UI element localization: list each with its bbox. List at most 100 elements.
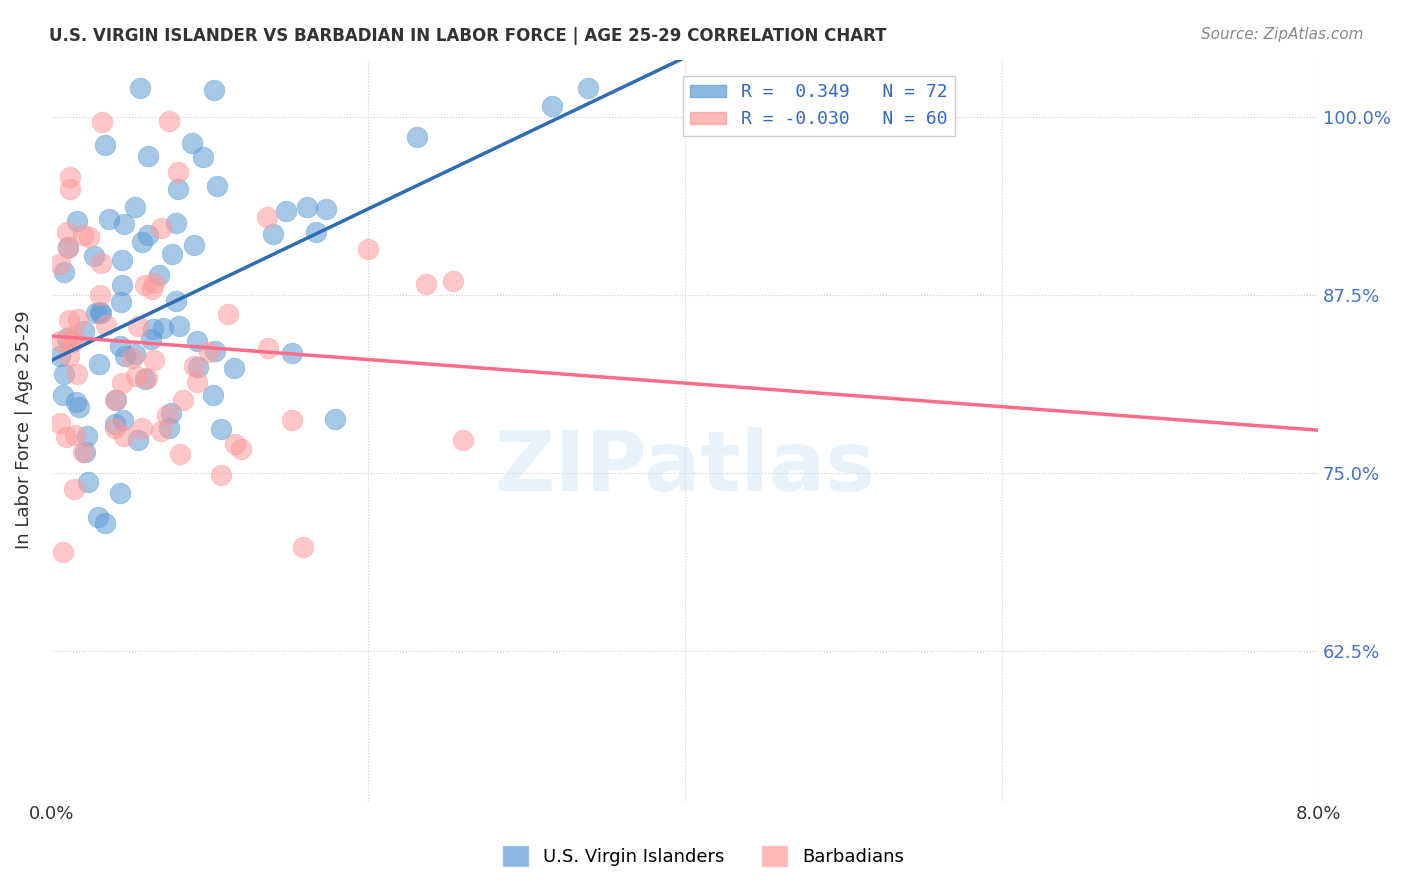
Point (169, 447, 191, 461)
Point (89, 357, 111, 371)
Point (131, 235, 153, 250)
Point (58, 349, 80, 363)
Point (72, 227, 94, 242)
Point (451, 433, 474, 447)
Point (541, 99, 564, 113)
Y-axis label: In Labor Force | Age 25-29: In Labor Force | Age 25-29 (15, 310, 32, 549)
Point (134, 372, 156, 386)
Point (108, 486, 131, 500)
Point (65, 394, 87, 409)
Point (48, 349, 70, 363)
Point (180, 136, 202, 150)
Text: ZIPatlas: ZIPatlas (495, 426, 876, 508)
Point (198, 345, 221, 359)
Point (52, 545, 75, 559)
Point (281, 412, 304, 426)
Point (59, 169, 82, 184)
Point (150, 424, 173, 438)
Point (135, 371, 157, 385)
Point (104, 417, 127, 432)
Point (110, 294, 132, 309)
Point (205, 178, 228, 193)
Point (108, 339, 131, 353)
Point (48, 257, 70, 271)
Point (136, 149, 159, 163)
Point (323, 411, 346, 425)
Point (124, 347, 146, 361)
Point (160, 246, 183, 260)
Point (142, 322, 165, 336)
Point (121, 351, 143, 366)
Point (73, 324, 96, 338)
Point (55, 430, 77, 444)
Point (217, 307, 239, 321)
Point (578, 81, 600, 95)
Point (149, 220, 172, 235)
Point (67, 400, 90, 414)
Point (89, 288, 111, 302)
Point (63, 334, 86, 349)
Point (157, 113, 180, 128)
Point (86, 510, 108, 524)
Legend: U.S. Virgin Islanders, Barbadians: U.S. Virgin Islanders, Barbadians (495, 838, 911, 874)
Point (76, 428, 98, 442)
Point (56, 331, 79, 345)
Point (141, 282, 163, 296)
Point (156, 409, 179, 423)
Point (63, 428, 86, 442)
Point (186, 375, 208, 389)
Point (94, 318, 117, 332)
Point (280, 346, 302, 360)
Point (83, 249, 105, 263)
Point (143, 276, 166, 290)
Point (58, 313, 80, 327)
Point (160, 406, 183, 420)
Point (104, 420, 127, 434)
Point (94, 138, 117, 153)
Point (79, 229, 101, 244)
Point (357, 242, 380, 256)
Point (201, 388, 224, 402)
Point (90, 255, 112, 269)
Point (56, 241, 79, 255)
Point (165, 216, 187, 230)
Point (112, 429, 135, 443)
Point (274, 204, 297, 219)
Point (52, 388, 75, 402)
Point (202, 83, 225, 97)
Point (231, 442, 253, 457)
Point (136, 227, 159, 242)
Point (165, 293, 187, 308)
Point (63, 482, 86, 496)
Point (304, 225, 326, 239)
Point (148, 268, 170, 283)
Point (183, 238, 205, 252)
Point (112, 413, 135, 427)
Point (415, 277, 437, 291)
Point (127, 433, 149, 447)
Point (56, 225, 79, 239)
Point (295, 200, 318, 214)
Point (183, 359, 205, 374)
Point (114, 349, 136, 363)
Point (157, 421, 180, 435)
Legend: R =  0.349   N = 72, R = -0.030   N = 60: R = 0.349 N = 72, R = -0.030 N = 60 (683, 76, 955, 136)
Point (134, 277, 156, 292)
Point (48, 416, 70, 430)
Point (262, 227, 284, 241)
Point (53, 367, 76, 381)
Point (167, 181, 190, 195)
Point (89, 305, 111, 319)
Point (91, 115, 114, 129)
Point (90, 306, 112, 320)
Point (60, 335, 83, 350)
Point (186, 334, 208, 349)
Point (77, 475, 100, 489)
Point (209, 467, 232, 482)
Point (291, 540, 314, 554)
Point (167, 164, 190, 178)
Point (257, 341, 280, 355)
Point (53, 265, 76, 279)
Point (73, 445, 96, 459)
Point (66, 214, 89, 228)
